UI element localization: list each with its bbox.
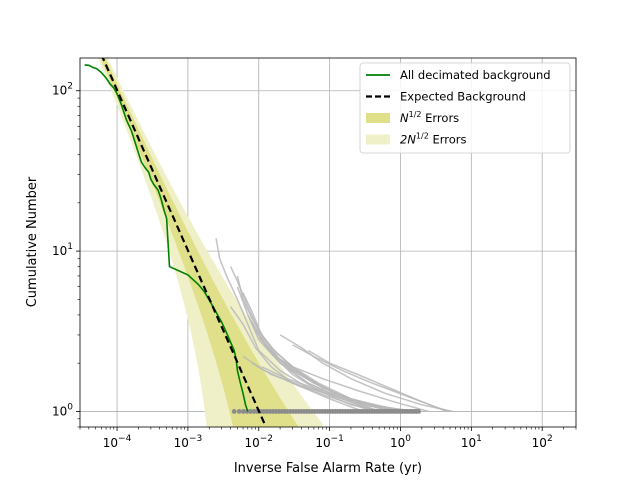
x-tick-exp: −4 (118, 434, 132, 444)
legend-label-rest: Errors (421, 111, 459, 125)
error-bands (98, 58, 323, 427)
x-tick-label: 102 (532, 434, 553, 450)
background-point (248, 409, 254, 414)
all-decimated-background-line (84, 64, 249, 412)
y-axis-label: Cumulative Number (25, 176, 40, 307)
legend-label-base: 2N (400, 133, 416, 147)
y-tick-label: 101 (52, 242, 73, 258)
background-point (236, 409, 242, 414)
y-tick-base: 10 (52, 244, 67, 258)
x-tick-base: 10 (461, 436, 476, 450)
error-band-2sigma (98, 58, 323, 427)
x-axis: 10−4 10−3 10−2 10−1 100 101 102 (79, 427, 577, 450)
background-trial-line (279, 334, 454, 413)
y-tick-label: 100 (52, 402, 73, 418)
legend-swatch-n2 (366, 134, 390, 145)
x-axis-label: Inverse False Alarm Rate (yr) (234, 461, 422, 476)
background-point (416, 409, 421, 414)
x-tick-base: 10 (532, 436, 547, 450)
x-tick-label: 101 (461, 434, 482, 450)
background-trials (215, 238, 454, 413)
x-tick-exp: −2 (260, 434, 273, 444)
x-tick-base: 10 (390, 436, 405, 450)
background-points (231, 409, 421, 414)
x-tick-label: 10−4 (103, 434, 132, 450)
y-tick-base: 10 (52, 404, 67, 418)
plot-area-frame (79, 57, 577, 428)
legend-label-sup: 1/2 (409, 110, 422, 119)
x-tick-label: 10−1 (315, 434, 344, 450)
y-tick-exp: 1 (67, 242, 73, 252)
y-tick-base: 10 (52, 84, 67, 98)
background-point (240, 409, 246, 414)
x-tick-base: 10 (103, 436, 118, 450)
y-tick-exp: 2 (67, 82, 73, 92)
x-tick-exp: 0 (405, 434, 411, 444)
background-trial-line (229, 306, 364, 413)
expected-background-line (101, 58, 266, 424)
y-tick-exp: 0 (67, 402, 73, 412)
x-tick-exp: −3 (189, 434, 202, 444)
x-tick-base: 10 (174, 436, 189, 450)
legend-label-base: N (400, 111, 409, 125)
legend-box (359, 62, 571, 154)
legend-label-n2: 2N1/2 Errors (400, 132, 466, 147)
legend-label-bg: All decimated background (400, 68, 551, 82)
background-point (231, 409, 237, 414)
series-lines (84, 58, 266, 424)
legend-label-rest: Errors (429, 133, 467, 147)
x-tick-exp: 2 (547, 434, 553, 444)
x-tick-exp: 1 (476, 434, 482, 444)
x-tick-label: 100 (390, 434, 411, 450)
x-tick-label: 10−3 (174, 434, 203, 450)
background-point (251, 409, 257, 414)
legend: All decimated background Expected Backgro… (359, 62, 571, 154)
background-trial-line (307, 349, 448, 413)
x-tick-label: 10−2 (244, 434, 273, 450)
background-trial-line (251, 321, 377, 413)
legend-swatch-n1 (366, 113, 390, 123)
x-tick-base: 10 (244, 436, 259, 450)
y-tick-label: 102 (52, 82, 73, 98)
legend-label-n1: N1/2 Errors (400, 110, 459, 125)
x-tick-exp: −1 (331, 434, 344, 444)
legend-label-sup: 1/2 (416, 132, 429, 141)
x-tick-base: 10 (315, 436, 330, 450)
background-trial-line (270, 352, 429, 413)
legend-label-exp: Expected Background (400, 90, 526, 104)
background-trial-line (261, 366, 421, 413)
